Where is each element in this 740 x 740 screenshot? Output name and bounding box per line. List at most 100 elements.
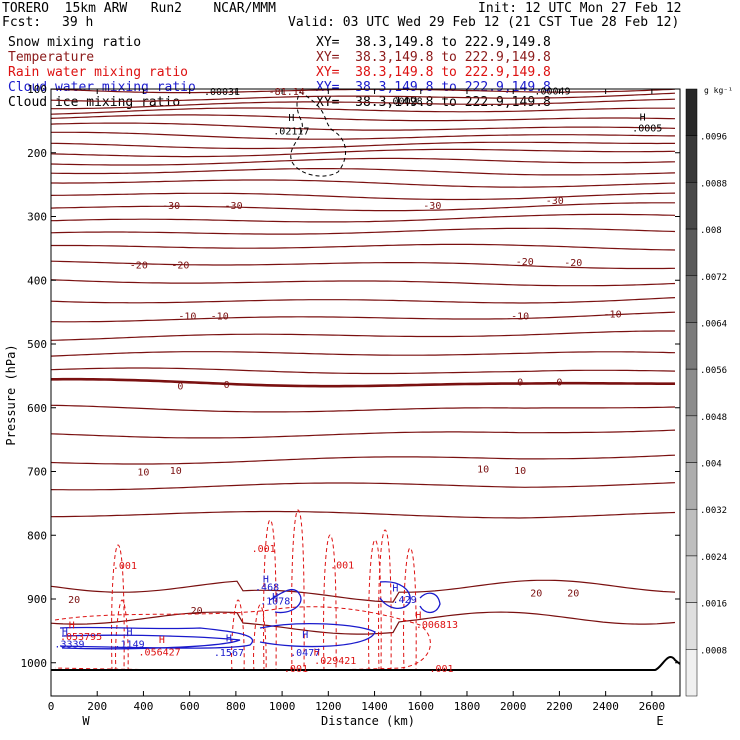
isotherm-line <box>51 192 676 201</box>
y-tick-label: 800 <box>27 529 47 542</box>
rain-label: .006813 <box>416 620 458 631</box>
colorbar-segment <box>685 88 698 136</box>
rain-contour <box>378 529 392 672</box>
temperature-label: -10 <box>604 309 622 320</box>
isotherm-line <box>51 297 676 304</box>
isotherm-line <box>51 141 675 150</box>
snow-label: H <box>640 112 646 123</box>
colorbar-segment <box>685 322 698 370</box>
colorbar-segment <box>685 228 698 277</box>
x-tick-label: 400 <box>134 700 154 713</box>
freezing-isotherm <box>51 377 675 388</box>
temperature-label: -30 <box>225 201 243 212</box>
rain-contour <box>231 599 245 672</box>
header-model-info: TORERO 15km ARW Run2 NCAR/MMM <box>2 1 276 16</box>
colorbar-segment <box>685 135 698 183</box>
x-axis-west-label: W <box>82 714 90 728</box>
plot-frame <box>50 88 681 697</box>
y-tick-label: 200 <box>27 147 47 160</box>
cloud-water-contour <box>379 581 411 609</box>
temperature-label: -10 <box>511 311 529 322</box>
cloud-water-label: .429 <box>393 595 417 606</box>
temperature-label: 10 <box>514 466 526 477</box>
temperature-label: 0 <box>517 378 523 389</box>
rain-label: .053795 <box>60 632 102 643</box>
isotherm-line <box>51 131 675 140</box>
rain-label: .001 <box>113 561 137 572</box>
cloud-water-label: H <box>302 630 308 641</box>
snow-label: .00049 <box>534 86 570 97</box>
x-tick-label: 200 <box>87 700 107 713</box>
colorbar-label: .0056 <box>700 366 727 376</box>
cloud-water-label: H <box>392 584 398 595</box>
rain-contour <box>115 599 129 672</box>
snow-label: .0005 <box>632 123 662 134</box>
isotherm-warm-25 <box>51 611 676 635</box>
snow-label: H <box>288 113 294 124</box>
isotherm-line <box>51 482 676 491</box>
temperature-label: -20 <box>564 258 582 269</box>
colorbar-unit: g kg⁻¹ <box>704 86 733 95</box>
rain-label: .001 <box>430 664 454 675</box>
isotherm-line <box>51 311 676 323</box>
x-tick-label: 1000 <box>269 700 296 713</box>
legend-xy-temperature: XY= 38.3,149.8 to 222.9,149.8 <box>316 50 551 65</box>
temperature-label: 10 <box>137 468 149 479</box>
isotherm-warm-20 <box>51 579 676 603</box>
temperature-label: -30 <box>162 201 180 212</box>
isotherm-line <box>51 107 675 115</box>
colorbar-segment <box>685 415 698 463</box>
snow-contour <box>290 91 346 177</box>
rain-contour <box>403 547 417 672</box>
temperature-label: 10 <box>170 466 182 477</box>
rain-label: H <box>159 635 165 646</box>
temperature-label: -30 <box>546 196 564 207</box>
isotherm-line <box>51 92 676 102</box>
temperature-label: 0 <box>177 381 183 392</box>
cloud-water-label: .1078 <box>260 596 290 607</box>
cloud-water-label: H <box>263 575 269 586</box>
header-init-time: Init: 12 UTC Mon 27 Feb 12 <box>478 1 682 16</box>
x-tick-label: 0 <box>48 700 55 713</box>
rain-contour <box>111 544 125 672</box>
x-tick-label: 1200 <box>315 700 342 713</box>
y-tick-label: 900 <box>27 593 47 606</box>
colorbar-segment <box>685 649 698 697</box>
colorbar-label: .0096 <box>700 133 727 143</box>
contour-labels: -30 -30 -30 -30 -20 -20 -20 -20 -10 -10 -10 -10 0 0 0 0… <box>54 86 662 675</box>
legend-label-temperature: Temperature <box>8 50 95 65</box>
colorbar-segment <box>685 462 698 510</box>
isotherm-line <box>51 179 676 188</box>
isotherm-line <box>51 114 676 122</box>
x-tick-label: 1800 <box>454 700 481 713</box>
temperature-label: -20 <box>171 260 189 271</box>
cloud-water-label: .3339 <box>54 640 84 651</box>
rain-label: H <box>314 647 320 658</box>
colorbar-label: .0064 <box>700 319 727 329</box>
temperature-label: 20 <box>191 606 203 617</box>
legend-label-snow: Snow mixing ratio <box>8 35 142 50</box>
rain-contour <box>291 509 305 672</box>
x-tick-label: 800 <box>226 700 246 713</box>
terrain-line <box>51 656 680 671</box>
rain-label: .001 <box>330 561 354 572</box>
x-axis-title: Distance (km) <box>321 714 415 728</box>
legend-label-rain: Rain water mixing ratio <box>8 65 189 80</box>
temperature-label: 20 <box>567 589 579 600</box>
isotherm-line <box>51 367 676 375</box>
y-tick-label: 300 <box>27 211 47 224</box>
isotherm-line <box>51 260 676 270</box>
isotherm-line <box>51 351 676 357</box>
clipped-contours <box>51 89 680 672</box>
colorbar-segment <box>685 602 698 650</box>
isotherm-line <box>51 202 675 212</box>
cloud-water-contour <box>269 588 302 614</box>
cloud-water-label: H <box>226 633 232 644</box>
temperature-label: 20 <box>68 595 80 606</box>
colorbar-label: .0008 <box>700 646 727 656</box>
legend-xy-snow: XY= 38.3,149.8 to 222.9,149.8 <box>316 35 551 50</box>
rain-contour <box>253 604 267 672</box>
isotherm-line <box>51 168 676 176</box>
cloud-water-label: H <box>272 592 278 603</box>
y-tick-label: 700 <box>27 466 47 479</box>
